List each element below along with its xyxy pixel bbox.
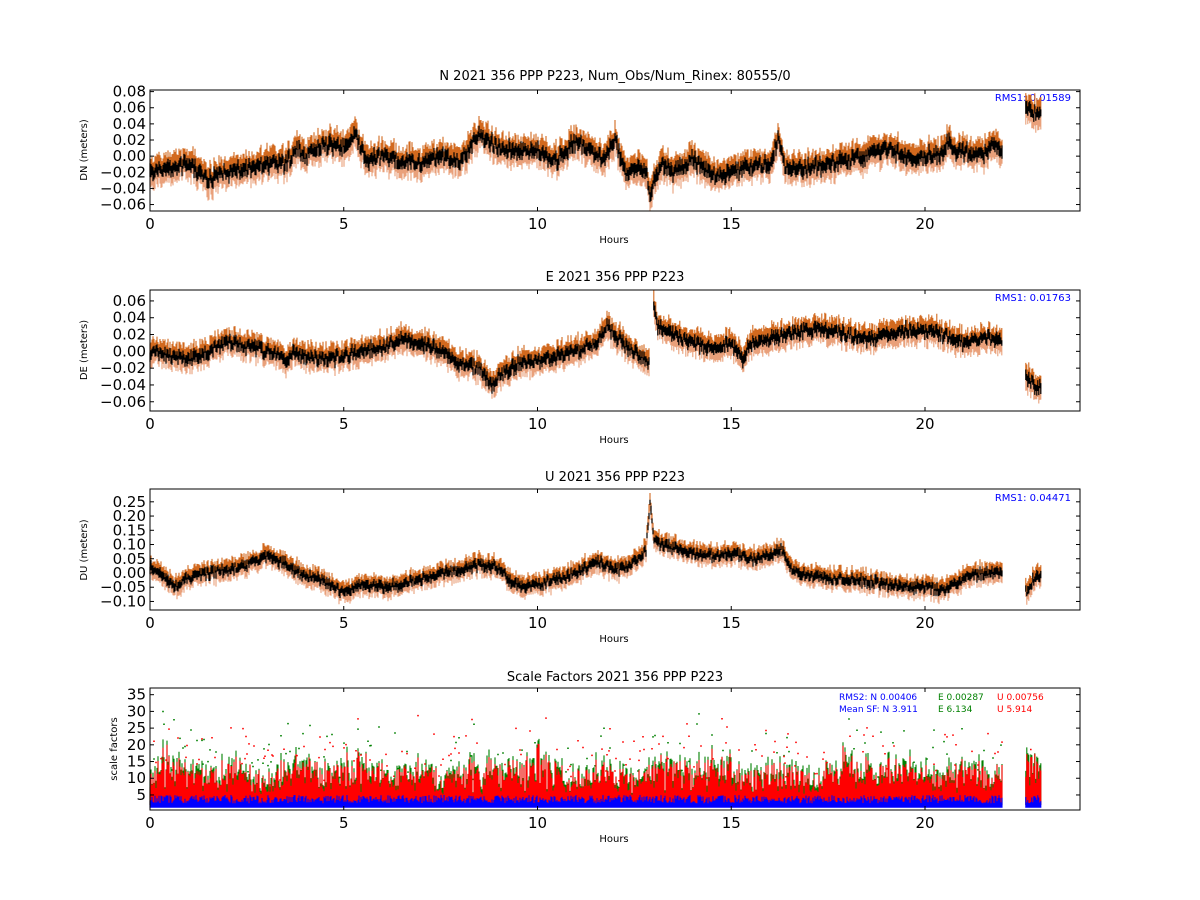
x-tick-label: 10: [528, 614, 547, 632]
y-tick-label: 20: [127, 736, 146, 754]
x-tick-label: 10: [528, 415, 547, 433]
y-tick-label: 0.04: [113, 309, 146, 327]
panel-title: Scale Factors 2021 356 PPP P223: [507, 670, 723, 685]
data-marks: [149, 290, 1042, 404]
y-tick-label: 0.06: [113, 292, 146, 310]
y-tick-label: 0.06: [113, 99, 146, 117]
rms2-u-label: U 0.00756: [997, 693, 1044, 703]
axis-ticks: 0 5 10 15 20 −0.10−0.050.000.050.100.150.200.…: [100, 489, 1080, 632]
y-tick-label: 0.02: [113, 131, 146, 149]
rms-annotation: RMS1: 0.01589: [995, 93, 1071, 104]
y-tick-label: −0.06: [100, 393, 146, 411]
y-tick-label: 0.00: [113, 564, 146, 582]
x-tick-label: 5: [339, 215, 349, 233]
x-tick-label: 20: [915, 814, 934, 832]
rms2-e-label: E 0.00287: [938, 693, 984, 703]
y-axis-label: scale factors: [109, 717, 120, 780]
panel-north: N 2021 356 PPP P223, Num_Obs/Num_Rinex: …: [79, 69, 1081, 246]
y-tick-label: 0.20: [113, 507, 146, 525]
y-tick-label: 0.05: [113, 550, 146, 568]
x-tick-label: 15: [722, 415, 741, 433]
axis-ticks: 0 5 10 15 20 −0.06−0.04−0.020.000.020.040.060…: [100, 83, 1080, 233]
x-tick-label: 20: [915, 614, 934, 632]
panel-up: U 2021 356 PPP P223 DU (meters) Hours RM…: [79, 470, 1081, 645]
y-axis-label: DN (meters): [79, 119, 90, 181]
position-series: [653, 301, 1003, 369]
x-tick-label: 0: [145, 814, 155, 832]
y-axis-label: DE (meters): [79, 320, 90, 380]
x-tick-label: 15: [722, 814, 741, 832]
y-tick-label: 0.04: [113, 115, 146, 133]
y-tick-label: 0.00: [113, 342, 146, 360]
series-U-outliers: [153, 714, 1032, 786]
plot-frame: [149, 687, 1081, 811]
x-axis-label: Hours: [599, 634, 628, 645]
axis-ticks: 0 5 10 15 20 −0.06−0.04−0.020.000.020.040.06: [100, 290, 1080, 433]
rms2-n-label: RMS2: N 0.00406: [839, 693, 917, 703]
y-tick-label: 0.00: [113, 147, 146, 165]
y-tick-label: 0.02: [113, 326, 146, 344]
x-tick-label: 0: [145, 215, 155, 233]
mean-sf-u-label: U 5.914: [997, 705, 1032, 715]
plot-frame: [149, 289, 1081, 412]
panel-title: N 2021 356 PPP P223, Num_Obs/Num_Rinex: …: [439, 69, 790, 84]
plot-frame: [149, 488, 1081, 611]
sigma-band-upper: [1025, 562, 1042, 595]
y-tick-label: 30: [127, 702, 146, 720]
y-tick-label: 35: [127, 686, 146, 704]
panel-east: E 2021 356 PPP P223 DE (meters) Hours RM…: [79, 270, 1081, 446]
y-tick-label: 10: [127, 769, 146, 787]
y-tick-label: 0.15: [113, 521, 146, 539]
x-tick-label: 5: [339, 415, 349, 433]
x-tick-label: 10: [528, 215, 547, 233]
x-tick-label: 15: [722, 614, 741, 632]
y-tick-label: −0.04: [100, 376, 146, 394]
series-E-outliers: [153, 710, 1002, 781]
panel-title: E 2021 356 PPP P223: [546, 270, 685, 285]
x-tick-label: 0: [145, 614, 155, 632]
y-tick-label: −0.02: [100, 359, 146, 377]
y-tick-label: 25: [127, 719, 146, 737]
plot-frame: [149, 89, 1081, 212]
x-tick-label: 20: [915, 215, 934, 233]
rms-annotation: RMS1: 0.01763: [995, 293, 1071, 304]
rms-annotation: RMS1: 0.04471: [995, 493, 1071, 504]
y-tick-label: −0.06: [100, 196, 146, 214]
position-series: [1025, 100, 1042, 122]
y-axis-label: DU (meters): [79, 519, 90, 580]
position-series: [1025, 369, 1042, 396]
y-tick-label: 0.10: [113, 536, 146, 554]
x-tick-label: 15: [722, 215, 741, 233]
y-tick-label: −0.10: [100, 592, 146, 610]
y-tick-label: 0.25: [113, 493, 146, 511]
x-tick-label: 5: [339, 814, 349, 832]
x-tick-label: 10: [528, 814, 547, 832]
mean-sf-e-label: E 6.134: [938, 705, 973, 715]
mean-sf-n-label: Mean SF: N 3.911: [839, 705, 918, 715]
x-axis-label: Hours: [599, 834, 628, 845]
panel-scale-factors: Scale Factors 2021 356 PPP P223 scale fa…: [109, 670, 1081, 845]
y-tick-label: 5: [136, 786, 146, 804]
data-marks: [149, 493, 1042, 605]
position-series: [1025, 569, 1042, 597]
x-axis-label: Hours: [599, 435, 628, 446]
x-tick-label: 0: [145, 415, 155, 433]
sigma-band-lower: [653, 305, 1003, 373]
y-tick-label: 15: [127, 753, 146, 771]
x-tick-label: 20: [915, 415, 934, 433]
x-axis-label: Hours: [599, 235, 628, 246]
panel-title: U 2021 356 PPP P223: [545, 470, 685, 485]
y-tick-label: 0.08: [113, 83, 146, 101]
scale-factor-legend: RMS2: N 0.00406 E 0.00287 U 0.00756 Mean…: [839, 693, 1044, 715]
y-tick-label: −0.02: [100, 163, 146, 181]
data-marks: [149, 93, 1042, 211]
y-tick-label: −0.05: [100, 578, 146, 596]
y-tick-label: −0.04: [100, 179, 146, 197]
x-tick-label: 5: [339, 614, 349, 632]
